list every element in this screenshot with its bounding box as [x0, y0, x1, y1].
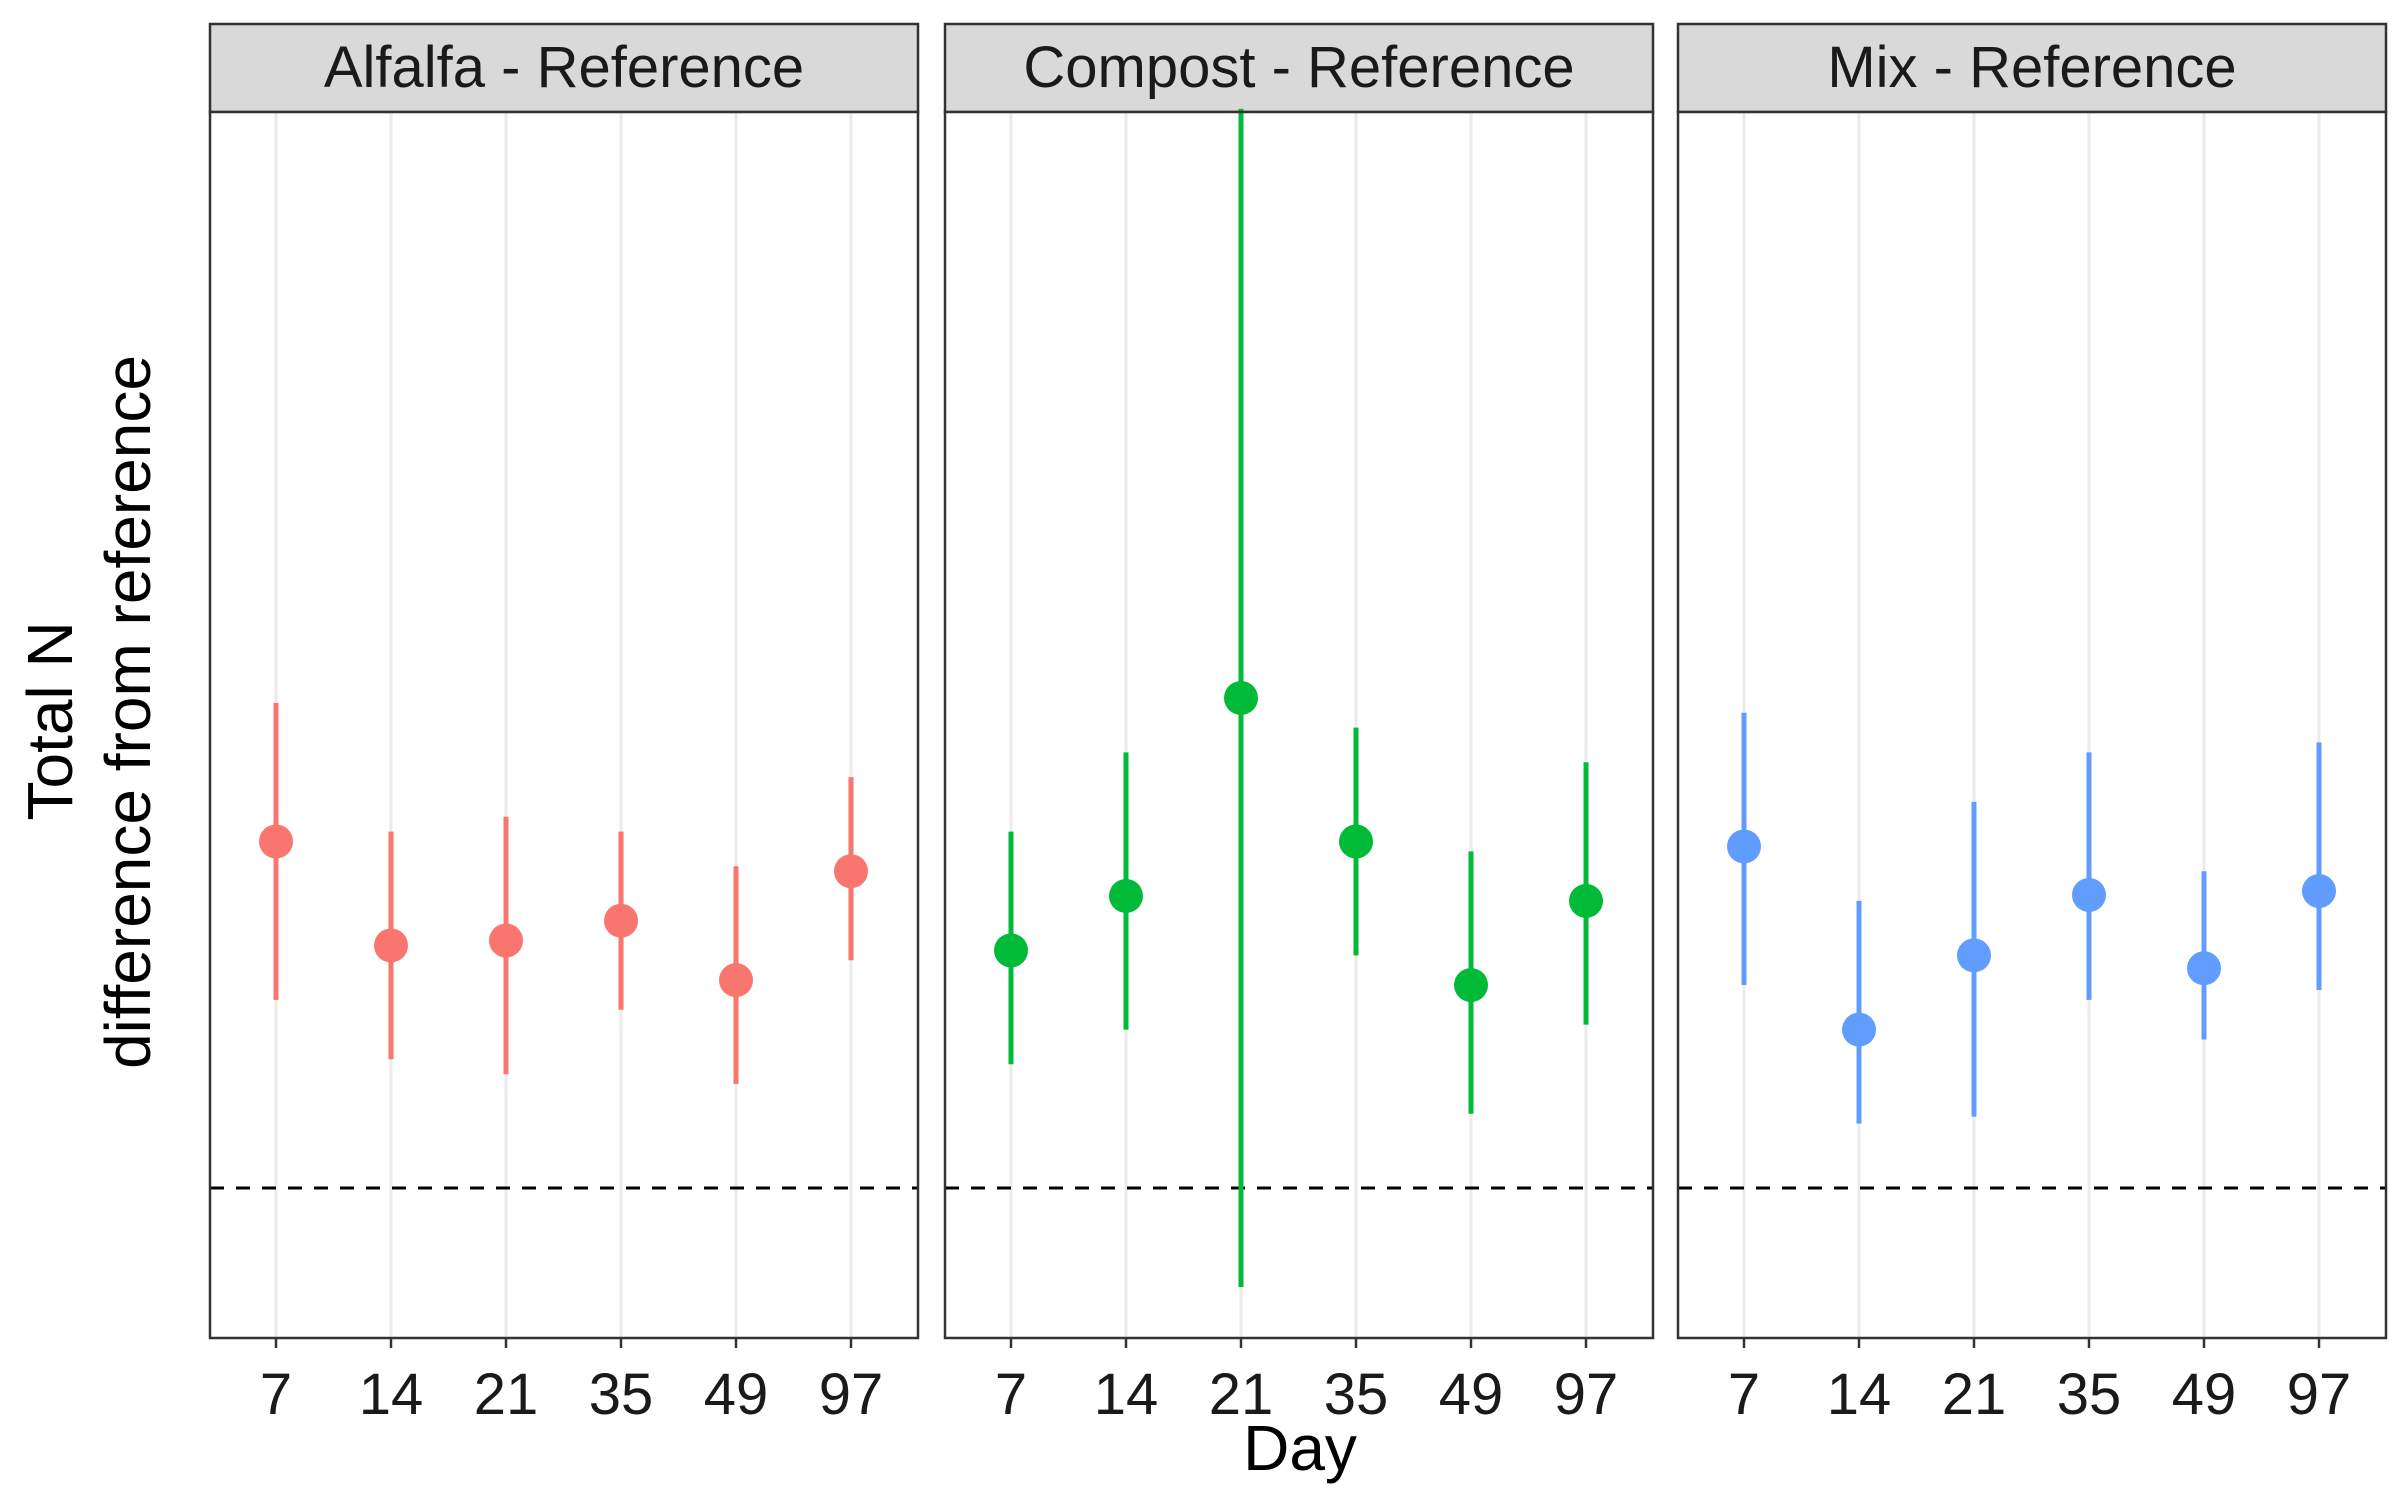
y-axis-title-line-2: difference from reference — [92, 355, 164, 1069]
data-point — [1224, 680, 1258, 715]
panel-border — [208, 110, 920, 1340]
facet-panel-3: Mix - Reference 7 14 21 35 49 97 — [1676, 22, 2388, 1427]
x-tick-label: 35 — [589, 1362, 654, 1427]
x-tick-label: 35 — [1324, 1362, 1389, 1427]
y-axis-title-line-1: Total N — [14, 621, 86, 820]
x-tick-label: 14 — [359, 1362, 424, 1427]
y-axis-title: Total N difference from reference — [14, 355, 164, 1069]
data-point — [1569, 883, 1603, 918]
x-tick-label: 7 — [995, 1362, 1027, 1427]
data-point — [489, 923, 523, 958]
facet-strip-title: Alfalfa - Reference — [324, 35, 804, 100]
plot-background — [945, 112, 1653, 1338]
data-point — [1339, 824, 1373, 859]
x-tick-label: 7 — [1728, 1362, 1760, 1427]
data-point — [604, 903, 638, 938]
facet-strip — [208, 22, 920, 114]
x-axis-title: Day — [1243, 1412, 1357, 1484]
facet-panel-2: Compost - Reference 7 14 21 35 49 97 — [943, 22, 1655, 1427]
x-tick-label: 97 — [819, 1362, 884, 1427]
facet-strip — [1676, 22, 2388, 114]
data-point — [1842, 1012, 1876, 1047]
x-tick-label: 97 — [1554, 1362, 1619, 1427]
data-point — [1727, 829, 1761, 864]
data-point — [2187, 951, 2221, 986]
data-point — [1957, 938, 1991, 973]
data-point — [719, 963, 753, 998]
facet-panel-1: Alfalfa - Reference 7 14 21 35 49 97 — [208, 22, 920, 1427]
x-tick-label: 21 — [1209, 1362, 1274, 1427]
data-point — [834, 854, 868, 889]
data-point — [1109, 878, 1143, 913]
x-tick-label: 97 — [2287, 1362, 2352, 1427]
x-tick-label: 14 — [1094, 1362, 1159, 1427]
data-point — [994, 933, 1028, 968]
facet-strip-title: Compost - Reference — [1023, 35, 1574, 100]
x-tick-label: 49 — [2172, 1362, 2237, 1427]
plot-background — [210, 112, 918, 1338]
panel-border — [1676, 110, 2388, 1340]
data-point — [259, 824, 293, 859]
facet-strip-title: Mix - Reference — [1827, 35, 2236, 100]
data-point — [374, 928, 408, 963]
x-tick-label: 14 — [1827, 1362, 1892, 1427]
x-tick-label: 49 — [1439, 1362, 1504, 1427]
x-tick-label: 21 — [1942, 1362, 2007, 1427]
data-point — [2072, 877, 2106, 912]
panel-border — [943, 110, 1655, 1340]
x-tick-label: 21 — [474, 1362, 539, 1427]
plot-background — [1678, 112, 2386, 1338]
facet-strip — [943, 22, 1655, 114]
x-tick-label: 7 — [260, 1362, 292, 1427]
data-point — [1454, 968, 1488, 1003]
data-point — [2302, 874, 2336, 908]
x-tick-label: 49 — [704, 1362, 769, 1427]
x-tick-label: 35 — [2057, 1362, 2122, 1427]
